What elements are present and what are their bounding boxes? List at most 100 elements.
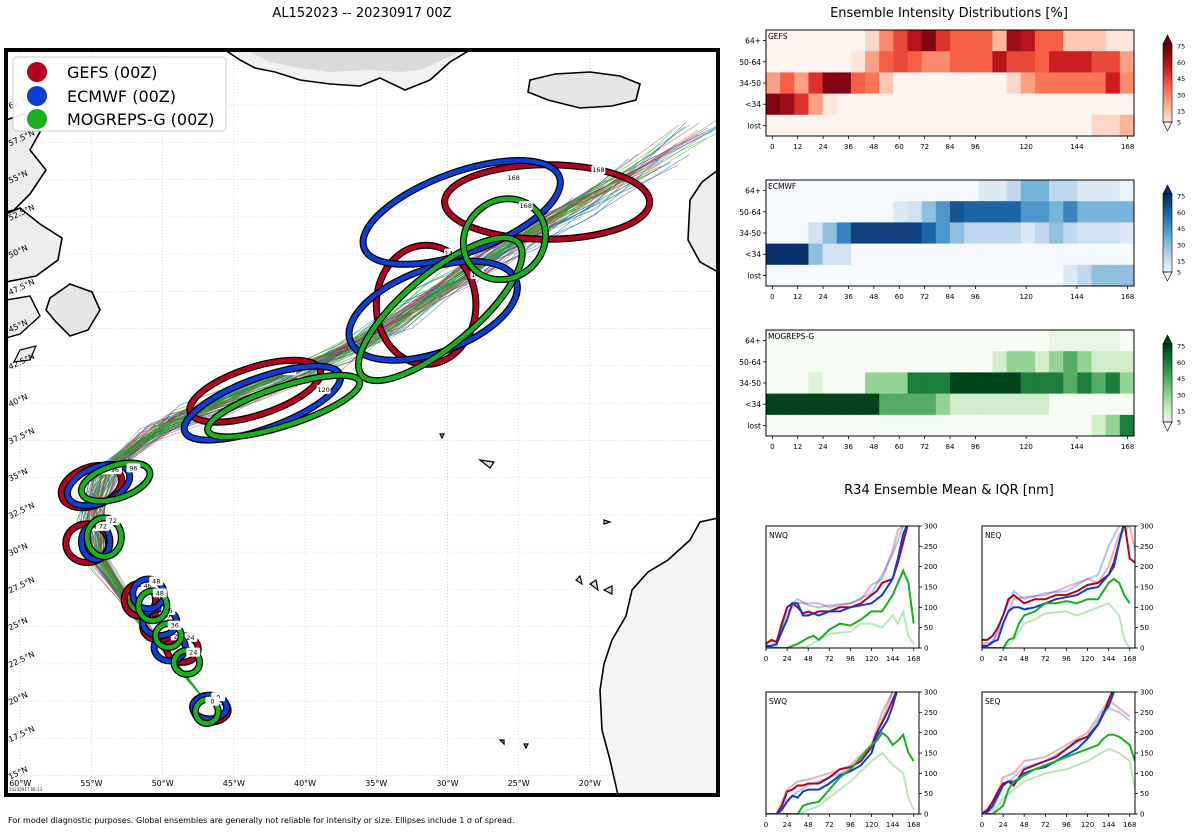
africa-landmass	[599, 517, 718, 795]
colorbar-step	[1163, 240, 1172, 244]
heatmap-cell	[992, 372, 1008, 394]
heatmap-cell	[1119, 201, 1135, 223]
longitude-label: 60°W	[9, 779, 31, 788]
ensemble-member-track	[78, 202, 587, 702]
heatmap-cell	[822, 351, 838, 373]
heatmap-colorbar: 5 15 30 45 60 75	[1162, 184, 1185, 282]
mogreps-hour-label-bg	[167, 620, 182, 630]
heatmap-ytick-label: 64+	[745, 337, 761, 346]
mogreps-ellipse-72h: 72	[83, 514, 125, 561]
colorbar-step	[1163, 345, 1172, 349]
heatmap-cell	[780, 351, 795, 373]
heatmap-cell	[1119, 414, 1135, 437]
heatmap-cell	[907, 330, 923, 352]
colorbar-step	[1163, 84, 1172, 88]
ecmwf-hour-label: 96	[111, 466, 119, 474]
colorbar-step	[1163, 256, 1172, 259]
heatmap-cell	[907, 393, 923, 416]
mogreps-ellipse-0h: 0	[191, 696, 222, 727]
r34-xtick-label: 24	[999, 821, 1008, 829]
colorbar-step	[1163, 53, 1172, 57]
heatmap-gefs: GEFS 64+ 50-64 34-50 <34 lost 0 12 24 36 48 60 72 84 9…	[739, 29, 1185, 151]
heatmap-cell	[1006, 93, 1022, 116]
colorbar-step	[1163, 199, 1172, 203]
colorbar-step	[1163, 223, 1172, 226]
heatmap-cell	[850, 414, 866, 437]
heatmap-cell	[766, 180, 781, 202]
r34-xtick-label: 168	[907, 821, 920, 829]
ecmwf-hour-label: 48	[152, 577, 160, 585]
r34-ytick-label: 50	[1140, 790, 1149, 798]
heatmap-cell	[1020, 372, 1036, 394]
heatmap-cell	[1020, 330, 1036, 352]
heatmap-cell	[1105, 372, 1121, 394]
heatmap-cell	[1119, 393, 1135, 416]
colorbar-step	[1163, 394, 1172, 398]
heatmap-cell	[822, 414, 838, 437]
heatmap-cell	[850, 30, 866, 52]
heatmap-cell	[1049, 201, 1064, 223]
r34-xtick-label: 0	[764, 655, 768, 663]
heatmap-cell	[865, 30, 880, 52]
heatmap-ytick-label: 34-50	[739, 79, 761, 88]
heatmap-cell	[879, 264, 894, 287]
heatmap-cell	[964, 264, 979, 287]
heatmap-cell	[935, 264, 951, 287]
heatmap-cell	[950, 72, 965, 94]
heatmap-cell	[1077, 372, 1092, 394]
heatmap-cell	[1119, 351, 1135, 373]
heatmap-cell	[1063, 51, 1078, 73]
heatmap-cell	[907, 93, 923, 116]
colorbar-step	[1163, 244, 1172, 248]
colorbar-min-arrow	[1162, 121, 1173, 132]
heatmap-cell	[780, 201, 795, 223]
heatmap-cell	[808, 372, 824, 394]
heatmap-colorbar: 5 15 30 45 60 75	[1162, 334, 1185, 432]
colorbar-step	[1163, 414, 1172, 417]
heatmap-xtick-label: 24	[819, 143, 828, 151]
colorbar-step	[1163, 351, 1172, 355]
colorbar-step	[1163, 73, 1172, 76]
mogreps-ellipse-96h: 96	[77, 459, 154, 505]
colorbar-step	[1163, 203, 1172, 207]
colorbar-step	[1163, 252, 1172, 255]
uncertainty-ellipses: 0243648729612014416802436487296120144168…	[57, 157, 654, 727]
heatmap-cell	[1006, 72, 1022, 94]
heatmap-cell	[1063, 180, 1078, 202]
r34-series-group	[766, 692, 915, 814]
heatmap-cell	[808, 72, 824, 94]
mogreps-hour-label-bg	[205, 696, 220, 706]
r34-ytick-label: 200	[1140, 729, 1153, 737]
heatmap-cell	[1091, 72, 1107, 94]
heatmap-cell	[1049, 93, 1064, 116]
heatmap-cell	[935, 393, 951, 416]
r34-xtick-label: 96	[1062, 655, 1071, 663]
gefs-hour-label: 24	[186, 634, 194, 642]
heatmap-cell	[822, 180, 838, 202]
heatmap-cell	[879, 372, 894, 394]
mogreps-hour-label: 48	[156, 589, 164, 597]
colorbar-step	[1163, 63, 1172, 66]
heatmap-cell	[1006, 393, 1022, 416]
heatmap-cell	[935, 243, 951, 266]
heatmap-cell	[766, 51, 781, 73]
heatmap-cell	[1063, 72, 1078, 94]
colorbar-step	[1163, 108, 1172, 111]
heatmap-xtick-label: 120	[1019, 443, 1032, 451]
r34-ytick-label: 250	[924, 709, 937, 717]
mogreps-mean-line	[766, 731, 915, 814]
heatmap-cell	[992, 330, 1008, 352]
heatmap-cell	[780, 30, 795, 52]
heatmap-cell	[850, 114, 866, 137]
gefs-iqr-line	[982, 526, 1135, 645]
heatmap-cell	[921, 201, 937, 223]
r34-panel-label: SWQ	[769, 697, 787, 706]
heatmap-cell	[992, 201, 1008, 223]
colorbar-step	[1163, 377, 1172, 380]
heatmap-ytick-label: 64+	[745, 187, 761, 196]
heatmap-cell	[766, 201, 781, 223]
heatmap-cell	[1077, 222, 1092, 244]
heatmap-cell	[1063, 201, 1078, 223]
heatmap-xtick-label: 144	[1070, 293, 1084, 301]
